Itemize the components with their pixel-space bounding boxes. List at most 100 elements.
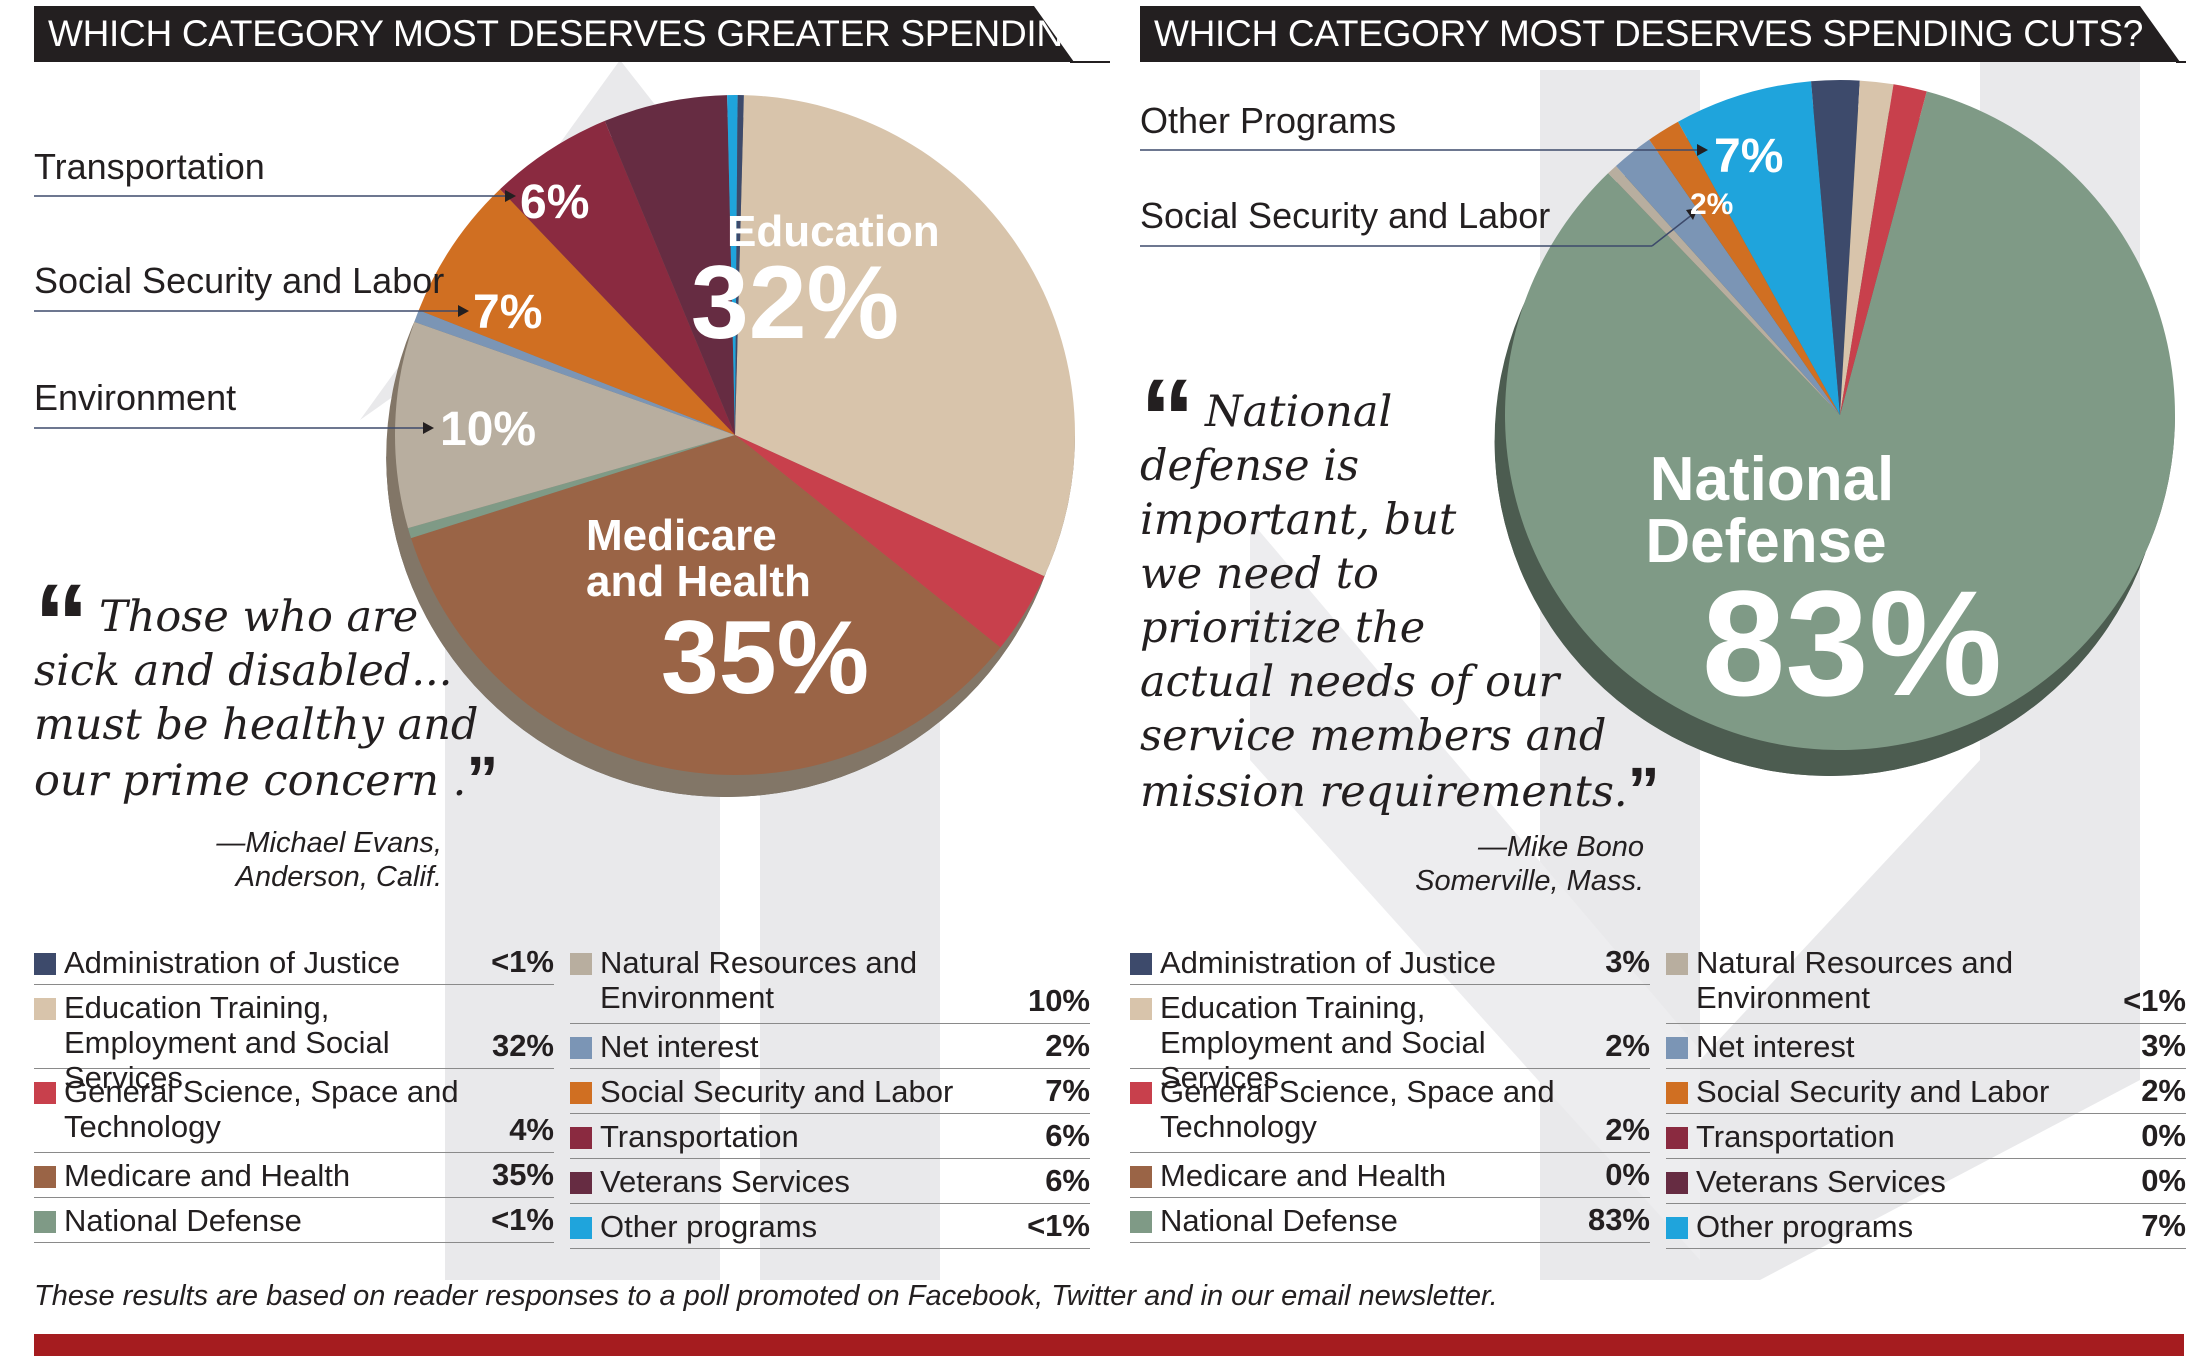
pie-slice [500, 120, 735, 435]
other-programs-pct: 7% [1714, 130, 1783, 183]
legend-label: Social Security and Labor [600, 1074, 954, 1109]
right-pie [1494, 80, 2175, 776]
pie-slice [395, 321, 735, 529]
footnote: These results are based on reader respon… [34, 1280, 1498, 1312]
legend-value: 7% [1045, 1073, 1090, 1108]
pie-slice [1840, 80, 1894, 415]
legend-row: Education Training, Employment and Socia… [1130, 985, 1650, 1095]
transportation-pct: 6% [520, 176, 589, 229]
right-quote-line-6: actual needs of our [1140, 657, 1560, 707]
right-callout-lines [1140, 144, 1708, 247]
right-panel-title: WHICH CATEGORY MOST DESERVES SPENDING CU… [1140, 6, 2180, 62]
legend-swatch [570, 1082, 592, 1104]
left-attribution-place: Anderson, Calif. [235, 861, 442, 893]
social-security-right-pct: 2% [1690, 188, 1733, 221]
defense-pct: 83% [1702, 559, 2002, 727]
right-quote-line-1: National [1205, 387, 1393, 437]
legend-row: Medicare and Health 0% [1130, 1153, 1650, 1198]
legend-swatch [1130, 998, 1152, 1020]
legend-swatch [1130, 1211, 1152, 1233]
right-legend-col-2: Natural Resources and Environment <1% Net … [1666, 940, 2186, 1249]
legend-swatch [34, 1082, 56, 1104]
left-quote-line-2: sick and disabled... [34, 646, 453, 696]
legend-row: Transportation 0% [1666, 1114, 2186, 1159]
right-quote-line-8: mission requirements. [1140, 767, 1628, 817]
legend-swatch [1666, 1127, 1688, 1149]
legend-value: 32% [491, 1028, 554, 1063]
right-attribution: —Mike Bono Somerville, Mass. [1415, 830, 1644, 898]
legend-label: Transportation [600, 1119, 799, 1154]
legend-row: National Defense <1% [34, 1198, 554, 1243]
legend-swatch [570, 953, 592, 975]
legend-swatch [570, 1172, 592, 1194]
legend-value: 2% [1605, 1028, 1650, 1063]
legend-swatch [34, 1211, 56, 1233]
left-attribution: —Michael Evans, Anderson, Calif. [216, 826, 442, 894]
left-quote: “Those who are sick and disabled... must… [34, 569, 498, 812]
legend-label: National Defense [64, 1203, 302, 1238]
open-quote-mark-right: “ [1140, 357, 1195, 480]
callout-social-security-right: Social Security and Labor [1140, 195, 1551, 236]
legend-swatch [570, 1127, 592, 1149]
legend-value: <1% [1027, 1208, 1090, 1243]
legend-swatch [34, 953, 56, 975]
legend-row: Social Security and Labor 7% [570, 1069, 1090, 1114]
legend-label: Medicare and Health [1160, 1158, 1447, 1193]
right-attribution-name: —Mike Bono [1477, 831, 1644, 863]
legend-label: Natural Resources and Environment [1696, 945, 2014, 1015]
right-legend-col-1: Administration of Justice 3% Education Tra… [1130, 940, 1650, 1243]
pie-slice [414, 310, 735, 435]
legend-swatch [570, 1037, 592, 1059]
medicare-label-2: and Health [586, 557, 811, 606]
pie-slice [604, 95, 735, 435]
left-quote-line-3: must be healthy and [34, 700, 479, 750]
legend-row: Administration of Justice <1% [34, 940, 554, 985]
pie-slice [735, 435, 1045, 648]
left-attribution-name: —Michael Evans, [216, 827, 442, 859]
legend-row: Net interest 2% [570, 1024, 1090, 1069]
legend-row: Social Security and Labor 2% [1666, 1069, 2186, 1114]
right-quote-line-3: important, but [1140, 495, 1457, 545]
footer-bar [34, 1334, 2184, 1356]
other-programs-callout-arrow [1697, 144, 1708, 156]
legend-value: 2% [1605, 1112, 1650, 1147]
legend-value: <1% [491, 1202, 554, 1237]
legend-swatch [1130, 1166, 1152, 1188]
close-quote-mark: ” [466, 743, 498, 815]
legend-value: 3% [2141, 1028, 2186, 1063]
right-quote-line-5: prioritize the [1140, 603, 1426, 653]
legend-label: Other programs [1696, 1209, 1914, 1244]
legend-label: National Defense [1160, 1203, 1398, 1238]
legend-row: Net interest 3% [1666, 1024, 2186, 1069]
legend-swatch [1666, 953, 1688, 975]
environment-pct: 10% [440, 403, 536, 456]
transportation-callout-arrow [505, 190, 516, 202]
right-title-rule [2176, 61, 2186, 63]
social-security-callout-arrow [458, 305, 469, 317]
legend-swatch [34, 1166, 56, 1188]
legend-value: 4% [509, 1112, 554, 1147]
defense-label-2: Defense [1645, 507, 1886, 576]
pie-slice [735, 95, 1075, 577]
pie-slice [418, 189, 735, 435]
left-legend-col-2: Natural Resources and Environment 10% Net … [570, 940, 1090, 1249]
legend-value: 0% [1605, 1157, 1650, 1192]
legend-value: <1% [2123, 983, 2186, 1018]
left-callout-lines [34, 190, 516, 434]
legend-value: 0% [2141, 1163, 2186, 1198]
callout-social-security: Social Security and Labor [34, 260, 445, 301]
legend-label: Net interest [600, 1029, 759, 1064]
legend-swatch [1130, 953, 1152, 975]
legend-value: 3% [1605, 944, 1650, 979]
legend-value: 2% [1045, 1028, 1090, 1063]
social-security-right-callout-arrow [1686, 208, 1698, 220]
legend-value: 0% [2141, 1118, 2186, 1153]
social-security-pct: 7% [473, 286, 542, 339]
pie-slice [1615, 139, 1840, 415]
left-panel-title: WHICH CATEGORY MOST DESERVES GREATER SPE… [34, 6, 1074, 62]
legend-row: Natural Resources and Environment <1% [1666, 940, 2186, 1024]
legend-value: 35% [491, 1157, 554, 1192]
legend-swatch [1130, 1082, 1152, 1104]
left-title-rule [1070, 61, 1110, 63]
